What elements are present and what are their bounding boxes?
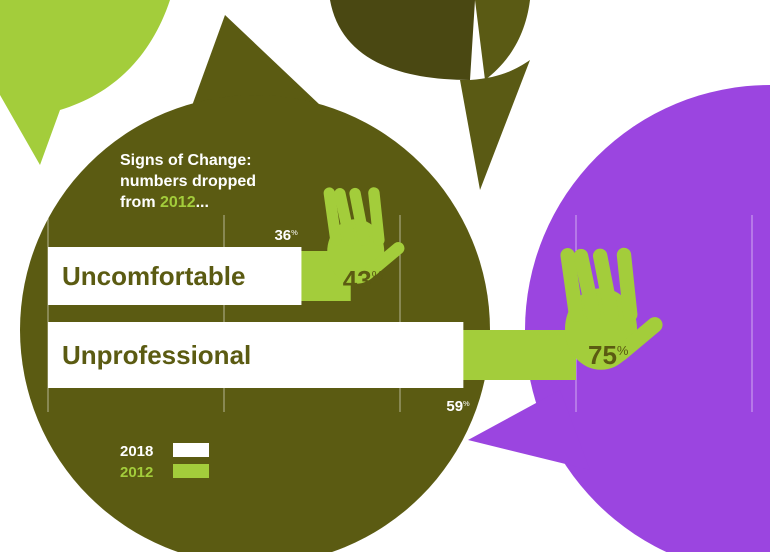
hand-finger xyxy=(560,248,584,322)
value-unit: % xyxy=(463,399,470,408)
legend-label: 2018 xyxy=(120,443,153,460)
legend-label: 2012 xyxy=(120,464,153,481)
bar xyxy=(48,247,302,305)
hand-finger xyxy=(349,187,370,246)
hand-finger xyxy=(334,188,356,246)
value-unit: % xyxy=(291,228,298,237)
legend-swatch xyxy=(173,464,209,478)
value-number: 36 xyxy=(274,227,291,244)
hand-thumb xyxy=(612,317,663,362)
hand-icon xyxy=(560,247,663,370)
hand-finger xyxy=(573,248,601,322)
hand-finger xyxy=(323,187,342,246)
value-unit: % xyxy=(372,268,384,283)
title-line: Signs of Change: xyxy=(120,152,252,169)
title-line: from xyxy=(120,194,160,211)
hand-finger xyxy=(616,247,638,322)
title-year: 2012 xyxy=(160,194,196,211)
title: Signs of Change: numbers dropped from 20… xyxy=(120,152,278,211)
value-label: 43% xyxy=(343,265,384,295)
value-label: 75% xyxy=(588,340,629,370)
hand-thumb xyxy=(365,242,405,278)
hand-finger xyxy=(592,248,619,322)
value-unit: % xyxy=(617,343,629,358)
value-number: 75 xyxy=(588,340,617,370)
category-label: Uncomfortable xyxy=(62,261,245,291)
hand-icon xyxy=(323,187,405,284)
speech-bubble-dark-tail xyxy=(460,60,530,190)
title-line: ... xyxy=(196,194,209,211)
value-number: 43 xyxy=(343,265,372,295)
value-number: 59 xyxy=(446,398,463,415)
speech-bubble-green xyxy=(0,0,170,165)
bar xyxy=(48,322,464,388)
title-line: numbers dropped xyxy=(120,173,256,190)
value-label: 36% xyxy=(274,227,298,244)
speech-bubble-dark xyxy=(330,0,475,80)
value-label: 59% xyxy=(446,398,470,415)
category-label: Unprofessional xyxy=(62,340,251,370)
legend-swatch xyxy=(173,443,209,457)
hand-finger xyxy=(368,187,385,246)
speech-bubble-purple xyxy=(525,85,770,552)
speech-bubble-dark-right xyxy=(475,0,530,80)
speech-bubble-purple-tail xyxy=(468,390,590,470)
